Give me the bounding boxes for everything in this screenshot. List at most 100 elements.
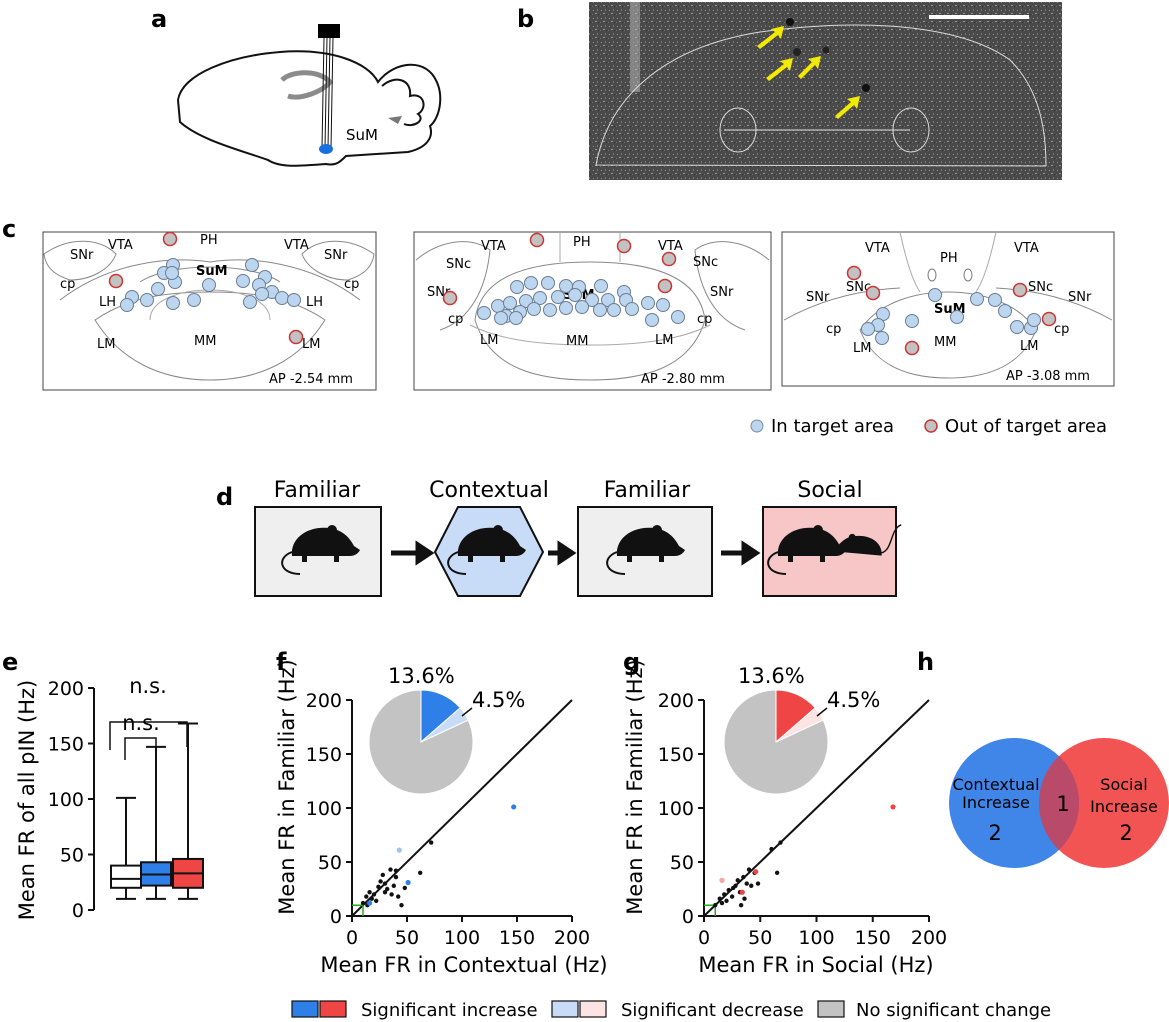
in-target-dot (494, 311, 508, 325)
c3-lab-1: PH (940, 251, 958, 266)
c1-dots (108, 231, 304, 345)
point-increase (511, 804, 517, 810)
ytick-label: 200 (658, 690, 694, 712)
boxplot-chart: Mean FR of all pIN (Hz) 0 50 100 150 200 n.s… (15, 674, 204, 922)
in-target-dot (165, 266, 179, 280)
panel-label-a: a (151, 5, 167, 33)
point-no-change (371, 892, 377, 897)
panel-label-b: b (517, 5, 534, 33)
c1-lab-5: cp (60, 277, 75, 292)
point-no-change (724, 898, 729, 904)
c3-lab-2: VTA (1014, 241, 1039, 256)
point-no-change (388, 867, 393, 872)
c1-lab-7: LH (99, 295, 116, 310)
point-increase (753, 869, 759, 875)
in-target-dot (998, 304, 1012, 318)
c1-lab-1: VTA (108, 238, 133, 253)
legend-out-label: Out of target area (945, 416, 1107, 437)
in-target-dot (524, 276, 538, 290)
point-increase (739, 889, 745, 895)
in-target-dot (594, 279, 608, 293)
in-target-dot (543, 303, 557, 317)
point-no-change (367, 890, 372, 895)
point-no-change (726, 887, 731, 893)
ytick-label: 200 (306, 690, 342, 712)
legend-out-marker (924, 419, 938, 433)
c1-lab-2: PH (200, 233, 218, 248)
c3-lab-8: cp (1054, 322, 1069, 337)
c1-lab-6: cp (344, 277, 359, 292)
significance-legend: Significant increase Significant decreas… (291, 1000, 1051, 1021)
identity-line (351, 699, 573, 917)
legend-increase-red (319, 1000, 347, 1018)
in-target-dot (905, 314, 919, 328)
in-target-dot (503, 296, 517, 310)
point-no-change (731, 885, 736, 891)
xtick-label: 50 (748, 927, 772, 949)
point-no-change (738, 903, 744, 908)
g-pie-label-decrease: 4.5% (827, 688, 880, 712)
in-target-dot (585, 293, 599, 307)
point-no-change (722, 892, 727, 897)
xtick-label: 150 (499, 927, 535, 949)
point-no-change (393, 874, 399, 880)
c3-lab-3: SNr (806, 290, 830, 305)
c3-lab-6: SNr (1068, 290, 1092, 305)
stranger-mouse-icon (834, 524, 902, 556)
out-target-dot (616, 238, 632, 254)
sig-bracket-inner (124, 737, 157, 760)
point-no-change (376, 884, 381, 890)
in-target-dot (202, 278, 216, 292)
legend-increase-label: Significant increase (361, 1000, 538, 1021)
c2-lab-3: SNc (446, 257, 471, 272)
point-increase (367, 900, 373, 906)
point-increase (405, 879, 411, 886)
legend-decrease-red (579, 1000, 607, 1018)
g-ylabel: Mean FR in Familiar (Hz) (623, 659, 647, 914)
point-no-change (735, 878, 740, 883)
in-target-dot (593, 303, 607, 317)
ytick-label: 150 (658, 744, 694, 766)
venn-right-label-2: Increase (1090, 797, 1158, 816)
in-target-dot (861, 322, 875, 336)
stage-label-4: Social (797, 478, 862, 503)
ytick-label: 100 (306, 798, 342, 820)
point-no-change (399, 903, 404, 908)
in-target-dot (166, 296, 180, 310)
c3-lab-12: LM (1020, 339, 1038, 354)
legend-decrease-label: Significant decrease (621, 1000, 804, 1021)
point-no-change (742, 896, 747, 901)
point-no-change (719, 900, 725, 906)
in-target-dot (120, 298, 134, 312)
xtick-label: 100 (798, 927, 834, 949)
pie-slice-no-change (723, 689, 829, 795)
c2-lab-1: PH (573, 235, 591, 250)
point-no-change (744, 881, 749, 886)
c2-dots (442, 232, 685, 327)
stage-label-3: Familiar (604, 478, 691, 503)
out-target-dot (865, 285, 881, 301)
legend-in-marker (750, 419, 764, 433)
in-target-dot (533, 291, 547, 305)
c3-lab-7: cp (826, 322, 841, 337)
in-target-dot (527, 302, 541, 316)
atlas-slice-1: SNr VTA PH VTA SNr cp cp LH LH SuM LM MM… (42, 231, 377, 391)
ytick-label: 100 (48, 789, 84, 811)
boxplot-ylabel: Mean FR of all pIN (Hz) (15, 680, 39, 920)
venn-left-label-1: Contextual (952, 775, 1039, 794)
in-target-dot (140, 293, 154, 307)
out-target-dot (657, 278, 673, 294)
ytick-label: 150 (48, 734, 84, 756)
in-target-dot (245, 258, 259, 272)
in-target-dot (568, 288, 582, 302)
venn-overlap (1038, 756, 1080, 850)
in-target-dot (607, 303, 621, 317)
in-target-dot (1010, 320, 1024, 334)
c2-lab-10: LM (480, 333, 498, 348)
in-target-dot (656, 298, 670, 312)
ytick-label: 150 (306, 744, 342, 766)
ytick-label: 50 (60, 845, 84, 867)
point-no-change (402, 885, 407, 891)
ytick-label: 200 (48, 678, 84, 700)
